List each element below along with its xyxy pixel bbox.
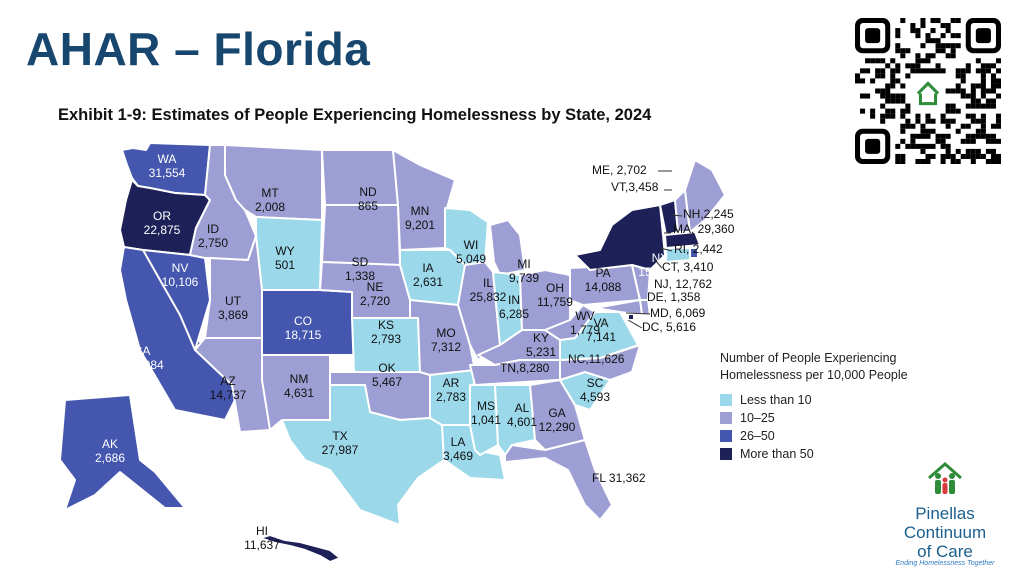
state-label-mt: MT 2,008 xyxy=(255,186,285,214)
legend-item-more-than-50: More than 50 xyxy=(720,447,814,461)
state-ny xyxy=(574,204,666,271)
state-label-ri: RI, 2,442 xyxy=(674,242,723,256)
state-label-fl: FL 31,362 xyxy=(592,471,646,485)
state-label-il: IL 25,832 xyxy=(470,276,507,304)
state-label-ca: CA 187,084 xyxy=(120,344,164,372)
state-label-mi: MI 9,739 xyxy=(509,257,539,285)
state-label-sc: SC 4,593 xyxy=(580,376,610,404)
state-label-me: ME, 2,702 xyxy=(592,163,647,177)
state-label-dc: DC, 5,616 xyxy=(642,320,696,334)
state-label-al: AL 4,601 xyxy=(507,401,537,429)
legend-item-26-50: 26–50 xyxy=(720,429,775,443)
state-label-ks: KS 2,793 xyxy=(371,318,401,346)
state-label-tx: TX 27,987 xyxy=(322,429,359,457)
leader-line-md xyxy=(625,312,651,315)
state-label-wi: WI 5,049 xyxy=(456,238,486,266)
logo-tagline: Ending Homelessness Together xyxy=(895,560,995,567)
state-label-nc: NC,11,626 xyxy=(568,352,625,366)
state-label-ma: MA, 29,360 xyxy=(673,222,735,236)
state-label-ut: UT 3,869 xyxy=(218,294,248,322)
state-mi xyxy=(489,219,526,276)
state-label-hi: HI 11,637 xyxy=(244,524,280,552)
family-house-icon xyxy=(928,462,962,494)
state-label-ok: OK 5,467 xyxy=(372,361,402,389)
state-label-la: LA 3,469 xyxy=(443,435,473,463)
state-label-ct: CT, 3,410 xyxy=(662,260,714,274)
state-label-az: AZ 14,737 xyxy=(210,374,247,402)
state-wv xyxy=(544,304,596,341)
legend-label: Less than 10 xyxy=(740,393,812,407)
state-label-ak: AK 2,686 xyxy=(95,437,125,465)
leader-line-ct xyxy=(654,259,663,269)
exhibit-title: Exhibit 1-9: Estimates of People Experie… xyxy=(58,106,652,124)
state-label-nm: NM 4,631 xyxy=(284,372,314,400)
legend-item-10-25: 10–25 xyxy=(720,411,775,425)
state-hi xyxy=(259,534,341,563)
state-label-ms: MS 1,041 xyxy=(471,399,501,427)
state-label-pa: PA 14,088 xyxy=(585,266,622,294)
state-label-wv: WV 1,779 xyxy=(570,309,600,337)
qr-code-icon[interactable] xyxy=(855,18,1001,164)
state-label-nj: NJ, 12,762 xyxy=(654,277,712,291)
state-label-nd: ND 865 xyxy=(358,185,378,213)
state-label-sd: SD 1,338 xyxy=(345,255,375,283)
leader-line-dc xyxy=(627,319,643,329)
state-label-ar: AR 2,783 xyxy=(436,376,466,404)
state-label-co: CO 18,715 xyxy=(285,314,322,342)
legend-label: 26–50 xyxy=(740,429,775,443)
state-dc xyxy=(627,313,635,321)
state-fl xyxy=(504,439,613,521)
state-label-id: ID 2,750 xyxy=(198,222,228,250)
state-label-ne: NE 2,720 xyxy=(360,280,390,308)
legend-title-line2: Homelessness per 10,000 People xyxy=(720,368,908,382)
leader-line-ri xyxy=(659,247,673,252)
legend-swatch xyxy=(720,412,732,424)
state-label-ky: KY 5,231 xyxy=(526,331,556,359)
state-ct xyxy=(665,247,691,263)
legend-label: More than 50 xyxy=(740,447,814,461)
state-label-nh: NH,2,245 xyxy=(683,207,734,221)
leader-line-nh xyxy=(671,214,683,217)
legend-title: Number of People Experiencing Homelessne… xyxy=(720,350,950,384)
state-label-va: VA 7,141 xyxy=(586,316,616,344)
pinellas-coc-logo: Pinellas Continuum of Care Ending Homele… xyxy=(880,458,1010,567)
state-ma xyxy=(664,231,701,249)
slide-title: AHAR – Florida xyxy=(26,23,371,75)
state-label-in: IN 6,285 xyxy=(499,293,529,321)
legend-title-line1: Number of People Experiencing xyxy=(720,351,897,365)
state-ak xyxy=(59,394,186,511)
state-label-oh: OH 11,759 xyxy=(537,281,573,309)
state-label-ia: IA 2,631 xyxy=(413,261,443,289)
legend-label: 10–25 xyxy=(740,411,775,425)
state-label-wa: WA 31,554 xyxy=(149,152,186,180)
state-label-mo: MO 7,312 xyxy=(431,326,461,354)
state-label-tn: TN,8,280 xyxy=(500,361,550,375)
state-label-nv: NV 10,106 xyxy=(162,261,199,289)
legend-swatch xyxy=(720,448,732,460)
legend-item-less-than-10: Less than 10 xyxy=(720,393,812,407)
legend-swatch xyxy=(720,430,732,442)
logo-line1: Pinellas xyxy=(915,504,975,523)
state-label-md: MD, 6,069 xyxy=(650,306,706,320)
state-label-ga: GA 12,290 xyxy=(539,406,576,434)
legend-swatch xyxy=(720,394,732,406)
state-label-wy: WY 501 xyxy=(275,244,295,272)
state-label-mn: MN 9,201 xyxy=(405,204,435,232)
logo-line2: Continuum xyxy=(903,523,987,542)
state-label-vt: VT,3,458 xyxy=(611,180,659,194)
logo-line3: of Care xyxy=(917,542,973,561)
state-md xyxy=(594,299,643,316)
state-label-de: DE, 1,358 xyxy=(647,290,701,304)
state-label-or: OR 22,875 xyxy=(144,209,181,237)
